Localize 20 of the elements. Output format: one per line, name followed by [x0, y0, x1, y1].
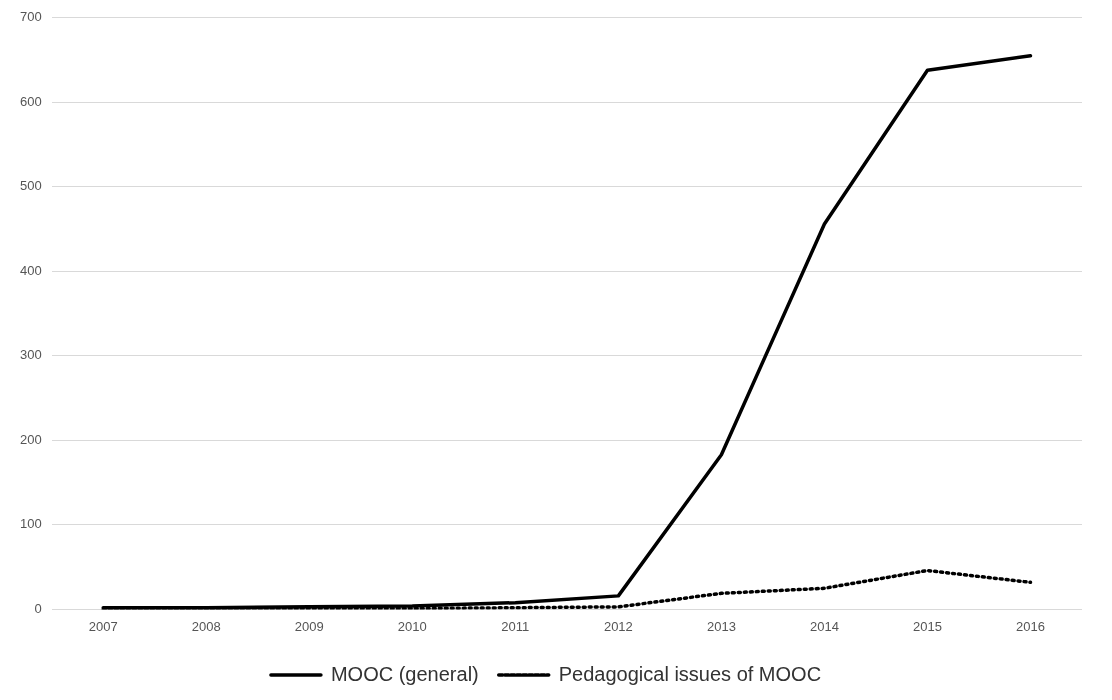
y-tick-label: 400: [19, 262, 42, 278]
legend-label: Pedagogical issues of MOOC: [558, 662, 822, 685]
y-tick-label: 0: [34, 600, 42, 616]
y-tick-label: 200: [19, 431, 42, 447]
x-tick-label: 2011: [501, 618, 530, 634]
x-tick-label: 2007: [88, 618, 118, 634]
x-tick-label: 2015: [912, 618, 942, 634]
y-tick-label: 300: [19, 347, 42, 363]
x-tick-label: 2016: [1016, 618, 1045, 634]
y-tick-label: 500: [19, 178, 42, 194]
legend-label: MOOC (general): [330, 662, 479, 685]
x-tick-label: 2013: [706, 618, 736, 634]
x-tick-label: 2008: [191, 618, 221, 634]
x-tick-label: 2010: [397, 618, 427, 634]
x-tick-label: 2009: [294, 618, 324, 634]
x-tick-label: 2014: [809, 618, 839, 634]
y-tick-label: 100: [19, 516, 42, 532]
y-tick-label: 600: [19, 93, 42, 109]
y-tick-label: 700: [19, 9, 42, 25]
x-tick-label: 2012: [603, 618, 633, 634]
